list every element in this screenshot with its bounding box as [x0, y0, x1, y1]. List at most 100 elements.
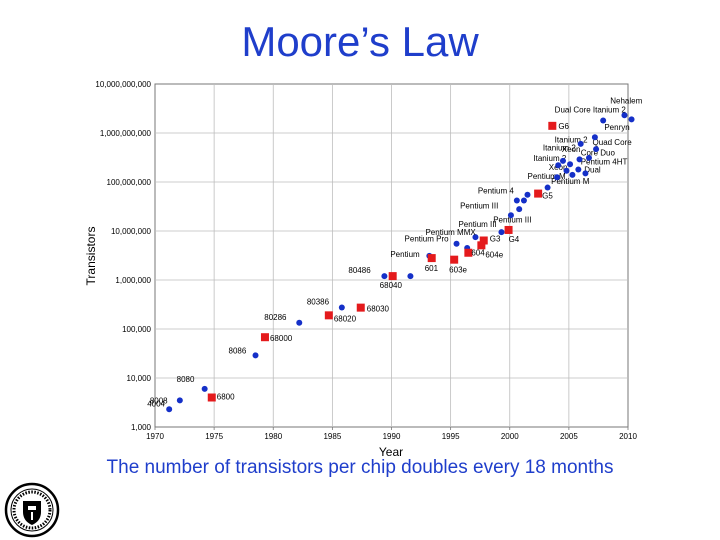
point-label: 6800: [217, 392, 235, 401]
point-annotation: Pentium III: [460, 201, 498, 210]
point-label: 4004: [147, 399, 165, 408]
point-annotation: Itanium 2: [533, 154, 566, 163]
point-label: 68040: [380, 281, 403, 290]
point-annotation: Dual: [584, 166, 601, 175]
data-point-circle: [381, 273, 388, 280]
data-point-circle: [559, 157, 566, 164]
data-point-circle: [520, 197, 527, 204]
transistor-scatter-chart: 1,000 10,000 100,000 1,000,000 10,000,000 100…: [84, 80, 643, 459]
x-axis-label: Year: [379, 445, 403, 459]
data-point-circle: [567, 161, 574, 168]
point-label: 68030: [367, 305, 390, 314]
point-annotation: Pentium 4: [478, 187, 515, 196]
y-tick-label: 10,000,000: [111, 227, 152, 236]
y-tick-label: 1,000: [131, 423, 152, 432]
point-label: 8008: [150, 396, 168, 405]
point-annotation: Xeon: [562, 145, 581, 154]
data-point-circle: [507, 212, 514, 219]
data-point-square: [207, 393, 216, 402]
x-axis-tick-labels: 1970 1975 1980 1985 1990 1995 2000 2005 2010: [146, 432, 637, 441]
point-label: 8086: [229, 346, 247, 355]
point-label: 8080: [177, 375, 195, 384]
x-tick-label: 2005: [560, 432, 578, 441]
data-point-square: [534, 189, 543, 198]
point-label: Pentium III: [458, 220, 496, 229]
point-label: 603e: [449, 266, 467, 275]
slide-title: Moore’s Law: [241, 18, 479, 65]
data-point-circle: [407, 273, 414, 280]
x-tick-label: 1985: [323, 432, 341, 441]
data-point-circle: [600, 117, 607, 124]
data-point-circle: [176, 397, 183, 404]
data-point-circle: [582, 170, 589, 177]
data-point-square: [427, 254, 436, 263]
point-label: 601: [425, 264, 439, 273]
data-point-square: [324, 311, 333, 320]
data-point-circle: [544, 184, 551, 191]
point-label: Pentium Pro: [405, 235, 450, 244]
data-point-circle: [577, 140, 584, 147]
x-tick-label: 2000: [501, 432, 519, 441]
point-annotation: Pentium M: [527, 172, 566, 181]
point-annotation: Itanium 2: [543, 143, 576, 152]
data-point-square: [388, 272, 397, 281]
data-point-circle: [516, 206, 523, 213]
x-tick-label: 2010: [619, 432, 637, 441]
point-label: 68000: [270, 334, 293, 343]
data-point-circle: [554, 174, 561, 181]
data-point-circle: [555, 162, 562, 169]
point-label: Pentium: [390, 250, 420, 259]
data-point-circle: [453, 240, 460, 247]
data-point-circle: [563, 167, 570, 174]
y-tick-label: 100,000,000: [107, 178, 152, 187]
point-label: 80486: [348, 266, 371, 275]
data-point-circle: [201, 385, 208, 392]
point-annotation: Nehalem: [610, 96, 642, 105]
data-point-square: [356, 303, 365, 312]
y-axis-label: Transistors: [84, 227, 98, 286]
data-point-square: [464, 248, 473, 257]
x-tick-label: 1980: [264, 432, 282, 441]
data-point-circle: [296, 319, 303, 326]
point-annotation: Itanium 2: [555, 135, 588, 144]
data-point-circle: [524, 191, 531, 198]
y-tick-label: 1,000,000: [115, 276, 151, 285]
point-label: G6: [558, 122, 569, 131]
point-annotation: Quad Core: [593, 138, 633, 147]
point-label: 604e: [485, 250, 503, 259]
point-label: G5: [542, 192, 553, 201]
data-point-circle: [576, 156, 583, 163]
y-tick-label: 1,000,000,000: [100, 129, 152, 138]
point-annotation: Pentium M: [551, 177, 590, 186]
data-point-square: [548, 121, 557, 130]
data-point-circle: [498, 229, 505, 236]
x-tick-label: 1975: [205, 432, 223, 441]
point-label: 80386: [307, 297, 330, 306]
data-point-square: [479, 236, 488, 245]
data-point-circle: [591, 134, 598, 141]
y-axis-tick-labels: 1,000 10,000 100,000 1,000,000 10,000,000 100…: [95, 80, 151, 432]
data-point-circle: [621, 112, 628, 119]
point-label: 68020: [334, 314, 357, 323]
y-tick-label: 10,000: [127, 374, 152, 383]
point-annotation: Dual Core Itanium 2: [555, 106, 627, 115]
point-annotation: Pentium III: [493, 215, 531, 224]
point-annotation: Pentium 4HT: [581, 157, 628, 166]
data-point-circle: [166, 406, 173, 413]
point-label: 604: [471, 249, 485, 258]
point-label: Pentium MMX: [425, 228, 476, 237]
university-seal-icon: [4, 482, 60, 538]
data-point-square: [504, 225, 513, 234]
slide-caption: The number of transistors per chip doubl…: [106, 457, 614, 478]
data-point-square: [260, 333, 269, 342]
point-label: G4: [509, 235, 520, 244]
data-point-circle: [472, 234, 479, 241]
point-annotation: Core Duo: [581, 148, 616, 157]
y-tick-label: 10,000,000,000: [95, 80, 151, 89]
data-point-circle: [569, 171, 576, 178]
data-point-circle: [585, 154, 592, 161]
y-tick-label: 100,000: [122, 325, 151, 334]
point-label: G3: [490, 234, 501, 243]
point-label: 80286: [264, 313, 287, 322]
